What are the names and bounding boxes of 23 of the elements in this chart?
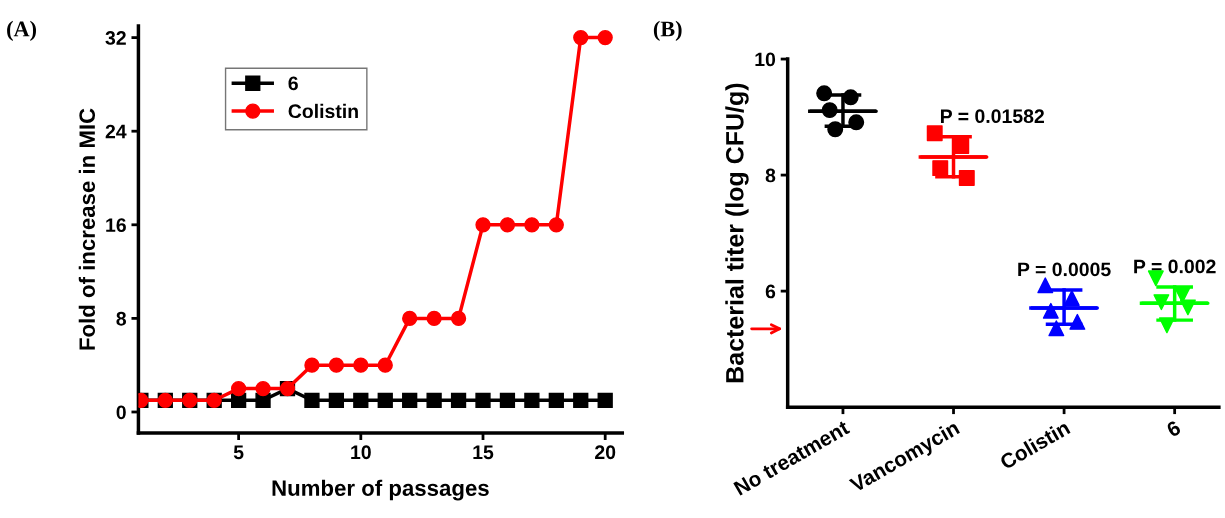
x-tick-label: 10	[351, 445, 371, 460]
legend-label: 6	[288, 76, 298, 91]
x-tick-label: 20	[595, 445, 616, 460]
y-tick-label: 24	[105, 124, 127, 139]
y-axis-title: Fold of increase in MIC	[78, 108, 96, 350]
y-tick-label: 8	[116, 311, 127, 326]
y-tick-label: 32	[105, 31, 126, 45]
legend-label: Colistin	[288, 103, 358, 119]
y-axis-title: Bacterial titer (log CFU/g)	[725, 83, 749, 383]
x-tick-label: 5	[233, 445, 244, 460]
x-tick-label: 15	[473, 445, 494, 460]
y-tick-label: 0	[116, 405, 126, 420]
annotation: P = 0.002	[1134, 259, 1216, 274]
y-tick-label: 6	[765, 284, 776, 299]
y-tick-label: 8	[765, 168, 776, 183]
annotation: P = 0.01582	[940, 109, 1044, 124]
chart-title: (B)	[653, 20, 682, 41]
x-axis-title: Number of passages	[272, 479, 489, 501]
y-tick-label: 10	[755, 52, 776, 67]
x-tick-label: 6	[1165, 419, 1182, 438]
chart-title: (A)	[7, 20, 36, 41]
y-tick-label: 16	[106, 218, 126, 233]
annotation: P = 0.0005	[1018, 262, 1111, 277]
